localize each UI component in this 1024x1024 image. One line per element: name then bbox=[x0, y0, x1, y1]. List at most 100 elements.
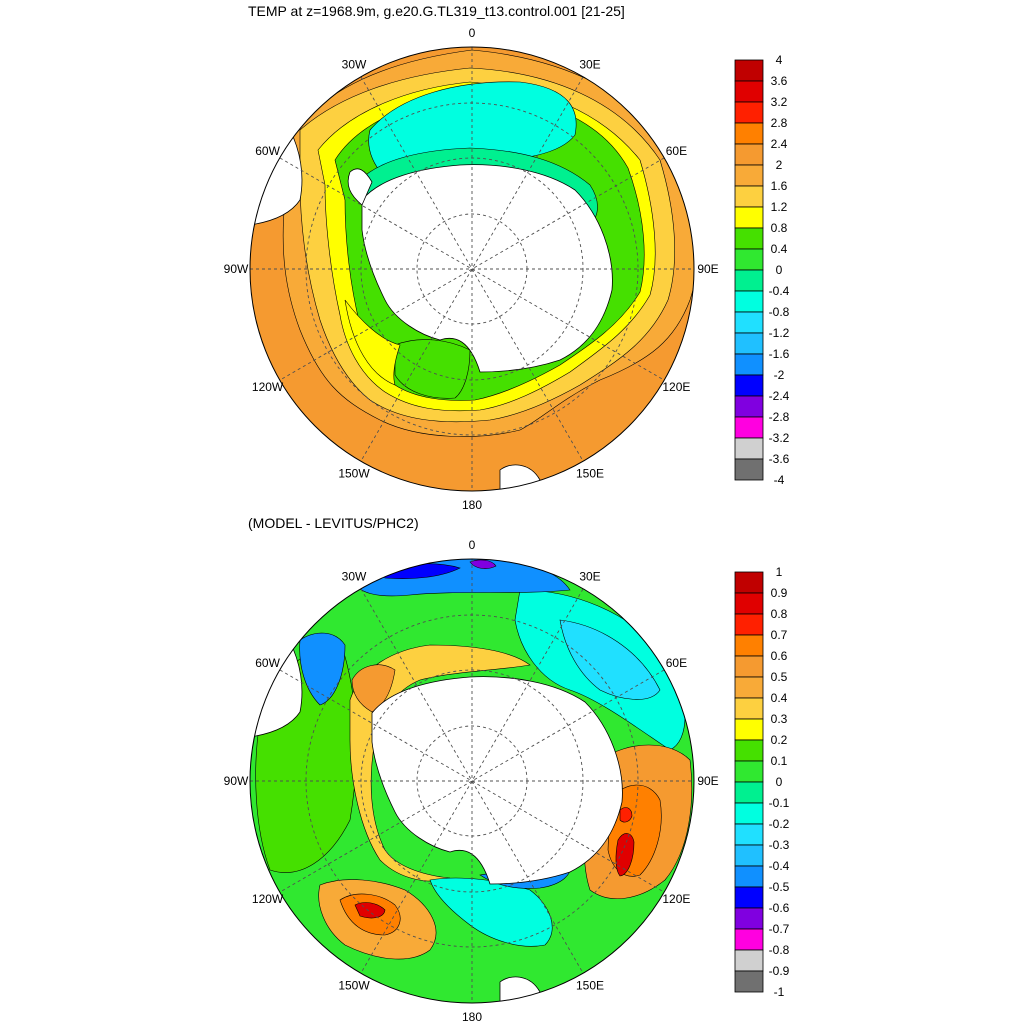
colorbar-box bbox=[734, 865, 764, 888]
africa-land bbox=[639, 559, 694, 623]
colorbar-box bbox=[734, 185, 764, 208]
bottom-map-title: (MODEL - LEVITUS/PHC2) bbox=[248, 515, 419, 531]
colorbar-tick-label: 0.2 bbox=[771, 733, 788, 747]
longitude-label: 120E bbox=[662, 380, 690, 394]
indian-red-spot bbox=[619, 807, 633, 823]
colorbar-box bbox=[734, 80, 764, 103]
colorbar-tick-label: 0.1 bbox=[771, 754, 788, 768]
longitude-label: 150W bbox=[338, 466, 370, 480]
colorbar-tick-label: 1.2 bbox=[771, 200, 788, 214]
colorbar-tick-label: 0.6 bbox=[771, 649, 788, 663]
longitude-label: 120W bbox=[252, 892, 284, 906]
antarctic-peninsula bbox=[347, 168, 373, 206]
longitude-label: 150E bbox=[576, 978, 604, 992]
colorbar-tick-label: -0.4 bbox=[769, 284, 790, 298]
colorbar-box bbox=[734, 59, 764, 82]
longitude-label: 120E bbox=[662, 892, 690, 906]
longitude-label: 30W bbox=[342, 58, 367, 72]
antarctica-land bbox=[371, 676, 623, 885]
indian-red-core bbox=[615, 833, 635, 877]
colorbar-tick-label: 2.8 bbox=[771, 116, 788, 130]
colorbar-box bbox=[734, 697, 764, 720]
colorbar-box bbox=[734, 206, 764, 229]
longitude-label: 0 bbox=[469, 538, 476, 552]
colorbar-tick-label: -1.2 bbox=[769, 326, 790, 340]
yellow-amundsen-wedge bbox=[344, 299, 401, 386]
top-map-title: TEMP at z=1968.9m, g.e20.G.TL319_t13.con… bbox=[248, 3, 625, 19]
colorbar-box bbox=[734, 886, 764, 909]
drake-blue-zone bbox=[299, 632, 346, 706]
green-ross-patch bbox=[394, 339, 471, 399]
colorbar-tick-label: -0.3 bbox=[769, 838, 790, 852]
colorbar-box bbox=[734, 416, 764, 439]
bottom-longitude-labels: 0 30E 60E 90E 120E 150E 180 150W 120W 90W 60W 30W bbox=[224, 538, 719, 1024]
map-border bbox=[249, 46, 695, 492]
longitude-label: 90E bbox=[697, 262, 718, 276]
purple-patch bbox=[469, 559, 497, 569]
longitude-label: 120W bbox=[252, 380, 284, 394]
graticule bbox=[250, 559, 694, 1003]
new-zealand-land bbox=[499, 464, 541, 491]
colorbar-box bbox=[734, 844, 764, 867]
colorbar-box bbox=[734, 248, 764, 271]
longitude-label: 180 bbox=[462, 1010, 482, 1024]
colorbar-tick-label: 0.8 bbox=[771, 221, 788, 235]
graticule bbox=[250, 47, 694, 491]
top-colorbar: 4 3.6 3.2 2.8 2.4 2 1.6 1.2 0.8 0.4 0 -0.4 -0.8 -1.2 -… bbox=[734, 53, 790, 487]
pacific-red-core bbox=[354, 902, 386, 919]
colorbar-box bbox=[734, 269, 764, 292]
colorbar-tick-label: 0.5 bbox=[771, 670, 788, 684]
colorbar-tick-label: 0.8 bbox=[771, 607, 788, 621]
colorbar-box bbox=[734, 571, 764, 594]
longitude-label: 60E bbox=[666, 656, 687, 670]
colorbar-tick-label: -4 bbox=[774, 473, 785, 487]
colorbar-box bbox=[734, 760, 764, 783]
colorbar-tick-label: -3.2 bbox=[769, 431, 790, 445]
colorbar-tick-label: 0.9 bbox=[771, 586, 788, 600]
longitude-label: 90W bbox=[224, 262, 249, 276]
colorbar-box bbox=[734, 290, 764, 313]
colorbar-tick-label: -0.7 bbox=[769, 922, 790, 936]
new-zealand-land bbox=[499, 976, 541, 1003]
colorbar-tick-label: 1 bbox=[776, 565, 783, 579]
colorbar-box bbox=[734, 781, 764, 804]
colorbar-box bbox=[734, 374, 764, 397]
colorbar-box bbox=[734, 928, 764, 951]
colorbar-tick-label: -0.9 bbox=[769, 964, 790, 978]
colorbar-box bbox=[734, 458, 764, 481]
bottom-colorbar: 1 0.9 0.8 0.7 0.6 0.5 0.4 0.3 0.2 0.1 0 -0.1 -0.2 -0.… bbox=[734, 565, 790, 999]
colorbar-tick-label: 2 bbox=[776, 158, 783, 172]
longitude-label: 60W bbox=[255, 144, 280, 158]
colorbar-box bbox=[734, 970, 764, 993]
colorbar-box bbox=[734, 227, 764, 250]
colorbar-box bbox=[734, 101, 764, 124]
longitude-label: 60E bbox=[666, 144, 687, 158]
colorbar-box bbox=[734, 718, 764, 741]
colorbar-tick-label: -0.4 bbox=[769, 859, 790, 873]
colorbar-tick-label: -0.8 bbox=[769, 943, 790, 957]
longitude-label: 150W bbox=[338, 978, 370, 992]
blue-atlantic-zone bbox=[349, 559, 571, 597]
colorbar-tick-label: -0.5 bbox=[769, 880, 790, 894]
longitude-label: 180 bbox=[462, 498, 482, 512]
top-polar-map: 0 30E 60E 90E 120E 150E 180 150W 120W 90W 60W 30W 4… bbox=[224, 26, 790, 512]
colorbar-box bbox=[734, 613, 764, 636]
colorbar-tick-label: 2.4 bbox=[771, 137, 788, 151]
light-blue-patch bbox=[559, 619, 661, 700]
colorbar-tick-label: -0.6 bbox=[769, 901, 790, 915]
colorbar-tick-label: 0.3 bbox=[771, 712, 788, 726]
longitude-label: 150E bbox=[576, 466, 604, 480]
colorbar-box bbox=[734, 655, 764, 678]
colorbar-tick-label: 1.6 bbox=[771, 179, 788, 193]
colorbar-box bbox=[734, 676, 764, 699]
colorbar-tick-label: -3.6 bbox=[769, 452, 790, 466]
colorbar-tick-label: -0.1 bbox=[769, 796, 790, 810]
longitude-label: 0 bbox=[469, 26, 476, 40]
colorbar-box bbox=[734, 164, 764, 187]
colorbar-tick-label: -0.2 bbox=[769, 817, 790, 831]
colorbar-box bbox=[734, 122, 764, 145]
longitude-label: 30W bbox=[342, 570, 367, 584]
colorbar-box bbox=[734, 592, 764, 615]
colorbar-tick-label: 0.4 bbox=[771, 242, 788, 256]
